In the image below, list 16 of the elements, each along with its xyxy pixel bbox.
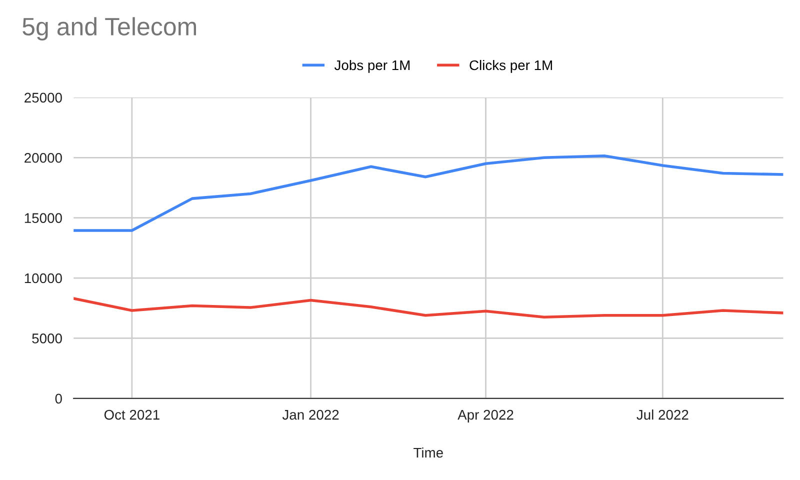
y-tick-label: 15000 — [24, 213, 62, 223]
x-tick-label: Jul 2022 — [636, 410, 688, 420]
legend-label: Clicks per 1M — [470, 60, 552, 73]
x-tick-label: Oct 2021 — [104, 410, 160, 420]
legend-label: Jobs per 1M — [334, 60, 410, 73]
y-tick-label: 10000 — [24, 273, 62, 284]
y-tick-label: 20000 — [24, 152, 62, 163]
x-axis-title: Time — [414, 447, 443, 458]
x-tick-label: Jan 2022 — [282, 410, 339, 420]
y-tick-label: 25000 — [24, 92, 62, 103]
chart-title: 5g and Telecom — [22, 17, 196, 40]
line-series — [74, 297, 784, 319]
y-tick-label: 0 — [55, 394, 62, 404]
x-tick-label: Apr 2022 — [458, 410, 514, 422]
line-series — [74, 154, 784, 232]
y-tick-label: 5000 — [32, 334, 62, 344]
